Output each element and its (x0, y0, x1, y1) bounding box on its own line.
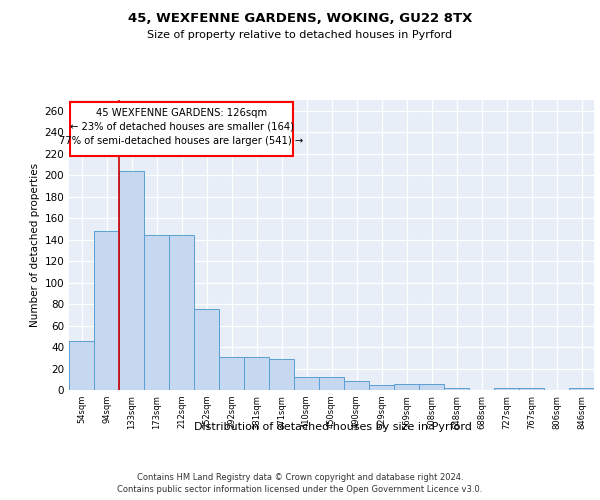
Bar (194, 310, 219, 390)
Bar (419, 384, 444, 390)
FancyBboxPatch shape (70, 102, 293, 156)
Bar (69, 340, 94, 390)
Bar (119, 171, 144, 390)
Text: Size of property relative to detached houses in Pyrford: Size of property relative to detached ho… (148, 30, 452, 40)
Bar (144, 236, 169, 390)
Bar (294, 377, 319, 390)
Bar (569, 388, 594, 390)
Bar (244, 356, 269, 390)
Bar (444, 388, 469, 390)
Text: Contains public sector information licensed under the Open Government Licence v3: Contains public sector information licen… (118, 485, 482, 494)
Bar (369, 384, 394, 390)
Bar (344, 382, 369, 390)
Bar (519, 388, 544, 390)
Text: ← 23% of detached houses are smaller (164): ← 23% of detached houses are smaller (16… (70, 122, 293, 132)
Text: 45, WEXFENNE GARDENS, WOKING, GU22 8TX: 45, WEXFENNE GARDENS, WOKING, GU22 8TX (128, 12, 472, 26)
Text: Distribution of detached houses by size in Pyrford: Distribution of detached houses by size … (194, 422, 472, 432)
Text: 45 WEXFENNE GARDENS: 126sqm: 45 WEXFENNE GARDENS: 126sqm (96, 108, 267, 118)
Text: 77% of semi-detached houses are larger (541) →: 77% of semi-detached houses are larger (… (59, 136, 304, 146)
Bar (169, 236, 194, 390)
Bar (219, 356, 244, 390)
Bar (269, 359, 294, 390)
Text: Contains HM Land Registry data © Crown copyright and database right 2024.: Contains HM Land Registry data © Crown c… (137, 472, 463, 482)
Bar (494, 388, 519, 390)
Bar (394, 384, 419, 390)
Bar (319, 377, 344, 390)
Y-axis label: Number of detached properties: Number of detached properties (30, 163, 40, 327)
Bar (94, 231, 119, 390)
